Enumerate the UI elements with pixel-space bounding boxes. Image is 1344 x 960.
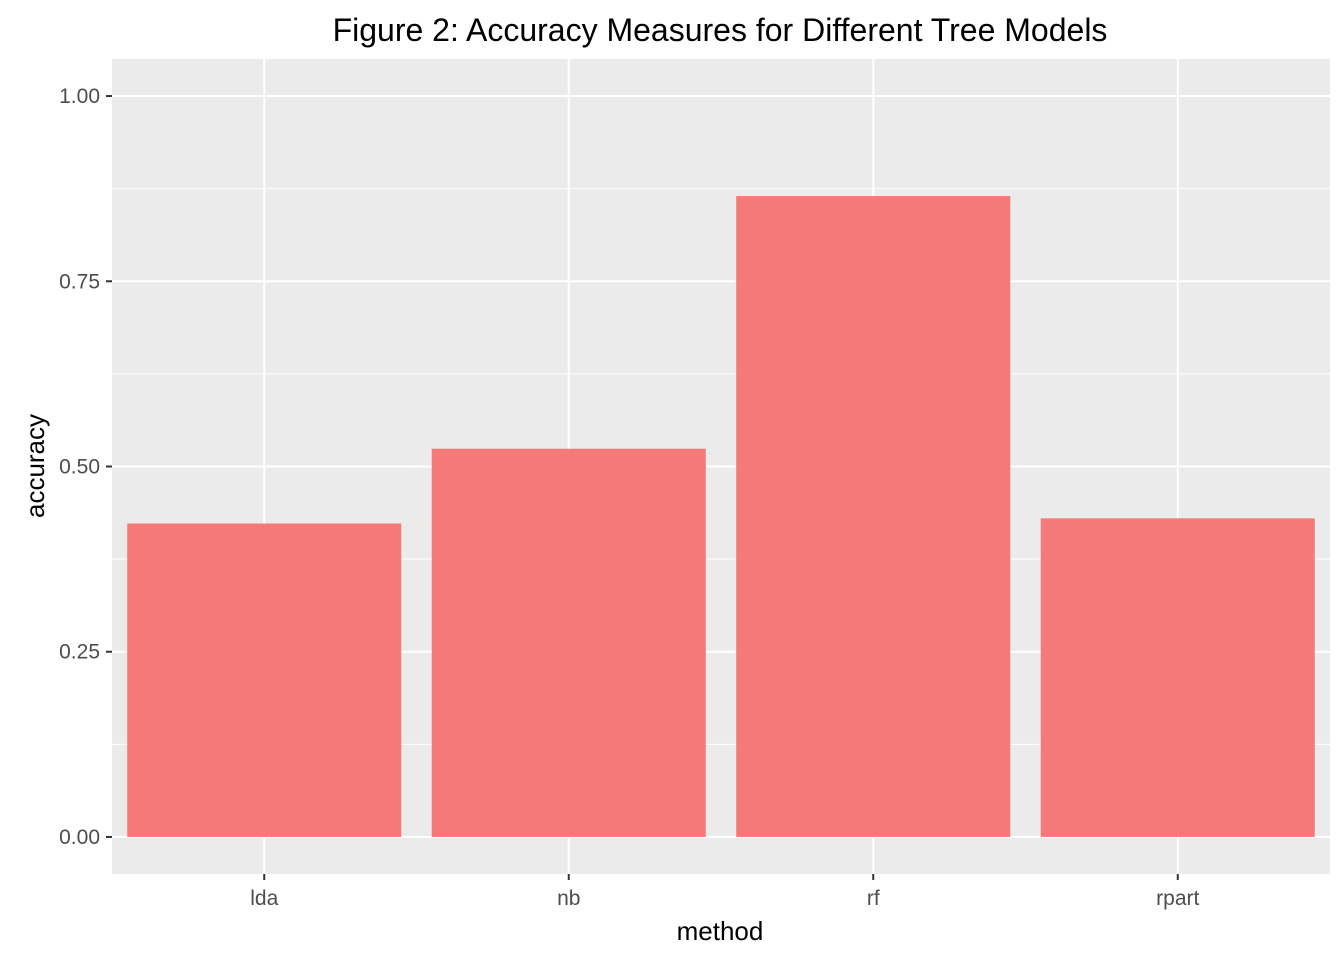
- bar-rpart: [1040, 518, 1315, 837]
- bar-lda: [127, 523, 402, 837]
- y-axis: 0.00 0.25 0.50 0.75 1.00: [59, 85, 112, 849]
- x-tick-label: rf: [867, 887, 880, 910]
- x-tick-label: lda: [250, 887, 278, 910]
- y-tick-label: 0.75: [59, 270, 100, 293]
- bar-rf: [736, 196, 1011, 837]
- bar-nb: [431, 448, 706, 837]
- x-axis: lda nb rf rpart: [250, 874, 1200, 910]
- y-tick-label: 0.50: [59, 456, 100, 479]
- chart-title: Figure 2: Accuracy Measures for Differen…: [333, 12, 1108, 48]
- y-tick-label: 0.25: [59, 641, 100, 664]
- x-tick-label: rpart: [1156, 887, 1199, 910]
- bars: [127, 196, 1315, 837]
- y-tick-label: 0.00: [59, 826, 100, 849]
- x-axis-title: method: [677, 916, 764, 946]
- y-axis-title: accuracy: [20, 414, 50, 518]
- y-tick-label: 1.00: [59, 85, 100, 108]
- x-tick-label: nb: [557, 887, 580, 910]
